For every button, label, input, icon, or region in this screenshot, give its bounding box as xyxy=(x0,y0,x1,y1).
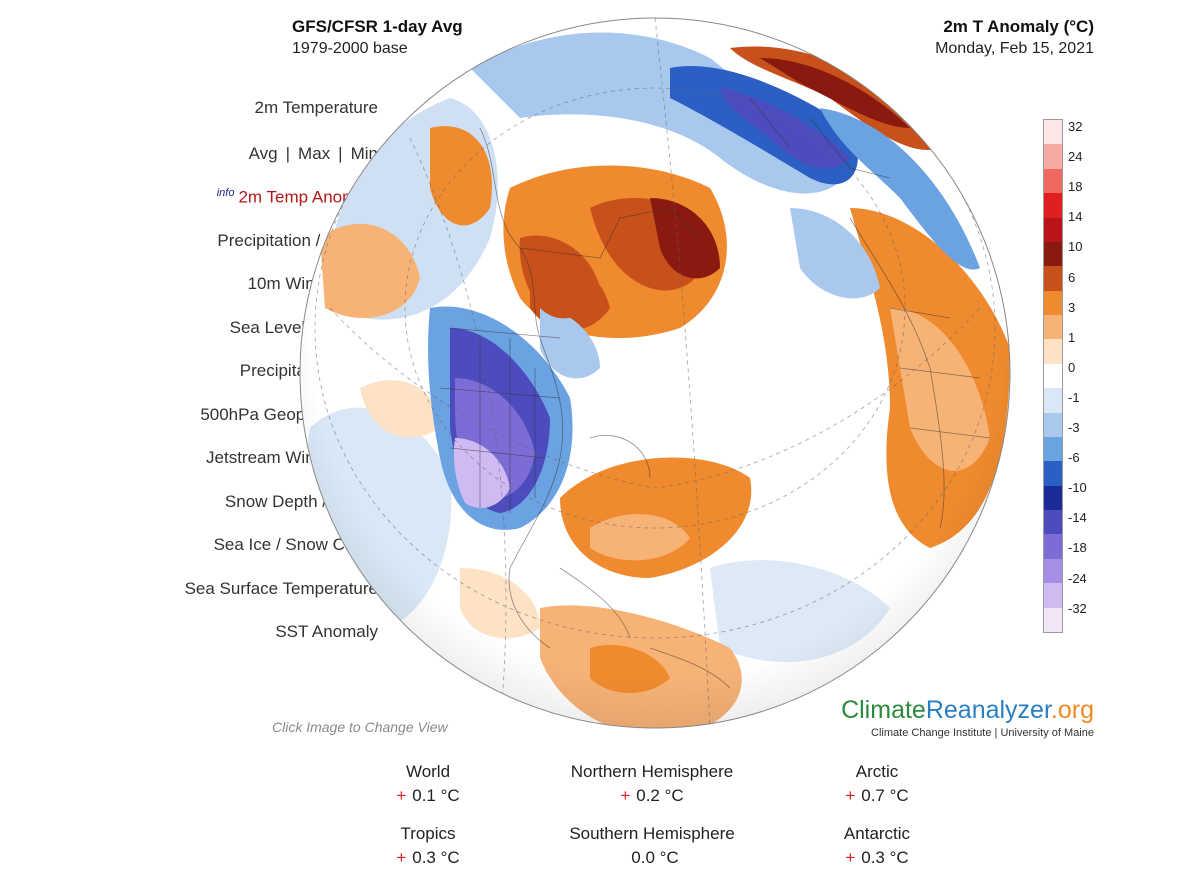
legend-label: -10 xyxy=(1068,480,1087,496)
legend-swatch xyxy=(1044,266,1062,291)
legend-label: 3 xyxy=(1068,299,1076,315)
legend-label: -14 xyxy=(1068,510,1087,526)
sign-plus: + xyxy=(396,786,407,805)
menu-sea-ice[interactable]: Sea Ice / Snow Cover xyxy=(213,535,378,554)
legend-label: 10 xyxy=(1068,239,1083,255)
legend-swatch xyxy=(1044,193,1062,218)
change-view-hint: Click Image to Change View xyxy=(272,719,448,735)
legend-swatch xyxy=(1044,290,1062,315)
legend-swatch xyxy=(1044,607,1062,632)
brand-subtitle: Climate Change Institute | University of… xyxy=(871,727,1094,739)
menu-avg-max-min: Avg | Max | Min xyxy=(249,144,378,164)
stat-value: 0.0 °C xyxy=(532,846,772,870)
legend-swatch xyxy=(1044,120,1062,145)
stat-arctic: Arctic +0.7 °C xyxy=(757,760,997,808)
stat-world: World +0.1 °C xyxy=(308,760,548,808)
stat-name: Tropics xyxy=(400,824,456,843)
value: 0.0 °C xyxy=(631,848,679,867)
legend-swatch xyxy=(1044,339,1062,364)
stat-value: +0.1 °C xyxy=(308,784,548,808)
menu-sst-anomaly[interactable]: SST Anomaly xyxy=(275,622,378,641)
menu-anomaly-label: 2m Temp Anomaly xyxy=(238,187,378,207)
legend-swatch xyxy=(1044,388,1062,413)
info-link[interactable]: info xyxy=(216,187,235,199)
legend-label: 32 xyxy=(1068,119,1083,134)
brand-org: .org xyxy=(1050,696,1094,724)
menu-2m-temp-anomaly[interactable]: info 2m Temp Anomaly xyxy=(217,187,378,208)
legend-swatch xyxy=(1044,168,1062,194)
sign-plus: + xyxy=(845,786,856,805)
stat-name: Arctic xyxy=(855,762,899,781)
stat-southern-hemisphere: Southern Hemisphere 0.0 °C xyxy=(532,822,772,870)
stat-name: Southern Hemisphere xyxy=(569,824,735,843)
model-title: GFS/CFSR 1-day Avg xyxy=(292,17,463,36)
legend-swatch xyxy=(1044,510,1062,535)
legend-swatch xyxy=(1044,485,1062,510)
legend-swatch xyxy=(1044,436,1062,462)
anomaly-globe-map[interactable] xyxy=(290,8,1020,738)
legend-swatch xyxy=(1044,461,1062,486)
legend-label: 18 xyxy=(1068,179,1083,195)
value: 0.1 °C xyxy=(412,786,460,805)
brand-climate: Climate xyxy=(841,696,926,724)
legend-label: -24 xyxy=(1068,570,1087,586)
stat-value: +0.2 °C xyxy=(532,784,772,808)
separator: | xyxy=(338,144,343,163)
stat-tropics: Tropics +0.3 °C xyxy=(308,822,548,870)
legend-swatch xyxy=(1044,315,1062,340)
legend-swatch xyxy=(1044,241,1062,267)
brand-logo[interactable]: ClimateReanalyzer.org Climate Change Ins… xyxy=(841,696,1094,739)
menu-min[interactable]: Min xyxy=(350,144,378,163)
brand-reanalyzer: Reanalyzer xyxy=(925,696,1051,724)
sign-plus: + xyxy=(396,848,407,867)
stat-value: +0.3 °C xyxy=(757,846,997,870)
sign-plus: + xyxy=(845,848,856,867)
stat-name: World xyxy=(405,762,451,781)
legend-label: 6 xyxy=(1068,269,1076,285)
menu-avg[interactable]: Avg xyxy=(248,144,278,163)
legend-label: 1 xyxy=(1068,329,1076,345)
legend-swatch xyxy=(1044,558,1062,584)
color-scale-bar xyxy=(1043,119,1063,633)
menu-max[interactable]: Max xyxy=(298,144,331,163)
header-right: 2m T Anomaly (°C) Monday, Feb 15, 2021 xyxy=(935,16,1094,60)
legend-label: -1 xyxy=(1068,389,1080,405)
legend-label: -32 xyxy=(1068,600,1087,616)
stat-value: +0.7 °C xyxy=(757,784,997,808)
legend-label: 0 xyxy=(1068,359,1076,375)
stat-name: Antarctic xyxy=(843,824,911,843)
baseline-subtitle: 1979-2000 base xyxy=(292,40,408,57)
sign-plus: + xyxy=(620,786,631,805)
date-subtitle: Monday, Feb 15, 2021 xyxy=(935,40,1094,57)
legend-swatch xyxy=(1044,144,1062,169)
globe-svg xyxy=(299,17,1011,729)
stat-name: Northern Hemisphere xyxy=(570,762,734,781)
stat-value: +0.3 °C xyxy=(308,846,548,870)
stat-northern-hemisphere: Northern Hemisphere +0.2 °C xyxy=(532,760,772,808)
separator: | xyxy=(285,144,291,163)
legend-swatch xyxy=(1044,217,1062,242)
legend-swatch xyxy=(1044,583,1062,608)
legend-label: 24 xyxy=(1068,149,1083,165)
legend-label: 14 xyxy=(1068,209,1083,225)
header-left: GFS/CFSR 1-day Avg 1979-2000 base xyxy=(292,16,463,60)
menu-2m-temperature[interactable]: 2m Temperature xyxy=(254,98,378,117)
menu-sst[interactable]: Sea Surface Temperature xyxy=(184,579,378,598)
legend-swatch xyxy=(1044,534,1062,559)
legend-swatch xyxy=(1044,363,1062,389)
variable-title: 2m T Anomaly (°C) xyxy=(943,17,1094,36)
legend-label: -3 xyxy=(1068,420,1080,435)
regional-stats: World +0.1 °C Northern Hemisphere +0.2 °… xyxy=(0,760,1200,880)
value: 0.3 °C xyxy=(861,848,909,867)
stat-antarctic: Antarctic +0.3 °C xyxy=(757,822,997,870)
legend-label: -6 xyxy=(1068,450,1080,466)
value: 0.7 °C xyxy=(861,786,909,805)
value: 0.3 °C xyxy=(412,848,460,867)
value: 0.2 °C xyxy=(636,786,684,805)
legend-swatch xyxy=(1044,412,1062,437)
legend-label: -18 xyxy=(1068,540,1087,556)
